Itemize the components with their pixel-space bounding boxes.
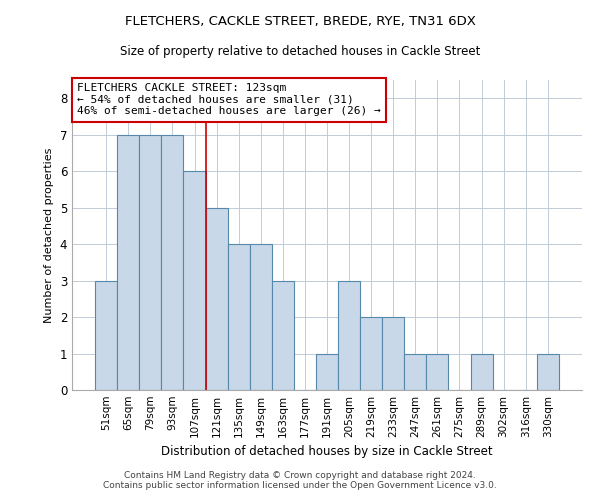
Bar bbox=[427, 354, 448, 390]
Text: Contains HM Land Registry data © Crown copyright and database right 2024.
Contai: Contains HM Land Registry data © Crown c… bbox=[103, 470, 497, 490]
Text: FLETCHERS CACKLE STREET: 123sqm
← 54% of detached houses are smaller (31)
46% of: FLETCHERS CACKLE STREET: 123sqm ← 54% of… bbox=[77, 83, 381, 116]
Bar bbox=[95, 280, 117, 390]
Bar bbox=[117, 134, 139, 390]
Bar bbox=[184, 171, 206, 390]
Bar bbox=[360, 317, 382, 390]
Y-axis label: Number of detached properties: Number of detached properties bbox=[44, 148, 54, 322]
Text: FLETCHERS, CACKLE STREET, BREDE, RYE, TN31 6DX: FLETCHERS, CACKLE STREET, BREDE, RYE, TN… bbox=[125, 15, 475, 28]
Bar bbox=[272, 280, 294, 390]
Bar bbox=[250, 244, 272, 390]
Bar bbox=[206, 208, 227, 390]
Bar bbox=[161, 134, 184, 390]
Bar bbox=[382, 317, 404, 390]
Bar bbox=[537, 354, 559, 390]
Bar bbox=[470, 354, 493, 390]
Text: Size of property relative to detached houses in Cackle Street: Size of property relative to detached ho… bbox=[120, 45, 480, 58]
Bar bbox=[316, 354, 338, 390]
Bar bbox=[338, 280, 360, 390]
Bar bbox=[227, 244, 250, 390]
Bar bbox=[404, 354, 427, 390]
X-axis label: Distribution of detached houses by size in Cackle Street: Distribution of detached houses by size … bbox=[161, 446, 493, 458]
Bar bbox=[139, 134, 161, 390]
